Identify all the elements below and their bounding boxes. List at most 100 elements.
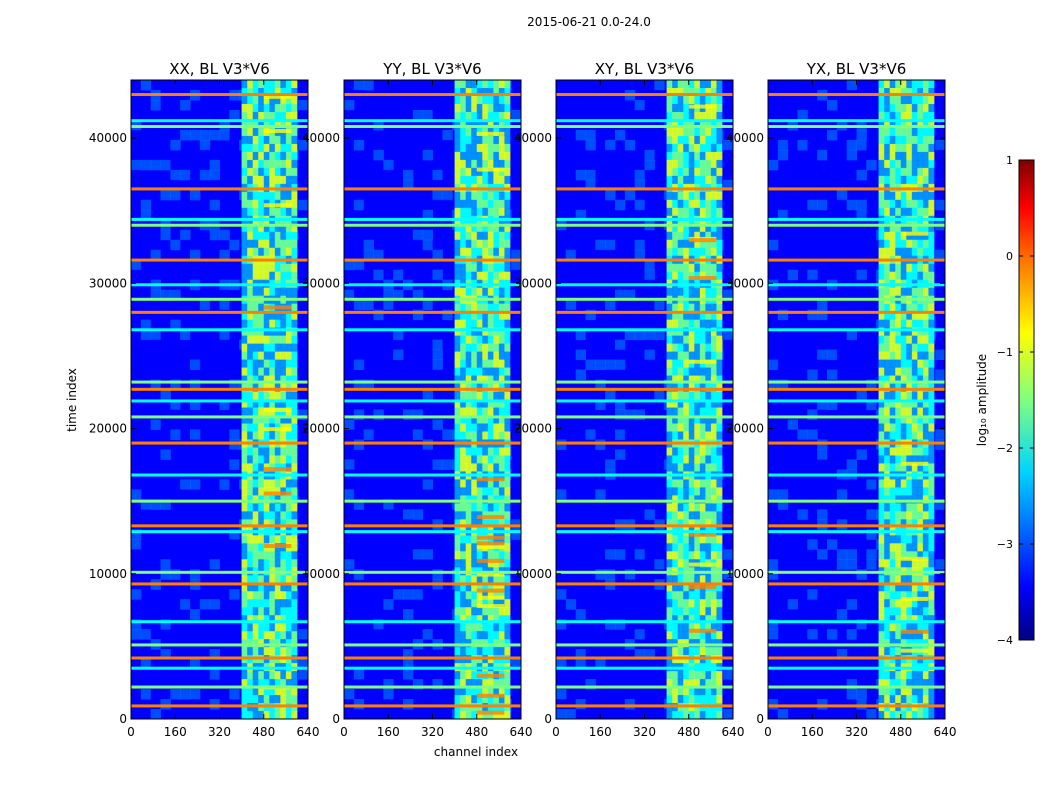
heatmap-cell <box>504 223 511 233</box>
heatmap-cell <box>487 591 494 600</box>
heatmap-cell <box>716 247 723 257</box>
heatmap-cell <box>258 551 265 560</box>
heatmap-cell <box>817 349 828 361</box>
heatmap-cell <box>688 191 695 201</box>
heatmap-cell <box>252 167 259 177</box>
heatmap-cell <box>710 207 717 217</box>
heatmap-cell <box>699 127 706 137</box>
heatmap-cell <box>291 287 298 297</box>
heatmap-cell <box>511 169 521 181</box>
heatmap-cell <box>493 87 500 97</box>
heatmap-cell <box>710 335 717 345</box>
heatmap-cell <box>716 119 723 129</box>
heatmap-cell <box>683 319 690 329</box>
heatmap-cell <box>422 459 433 470</box>
heatmap-cell <box>917 223 924 233</box>
heatmap-cell <box>209 80 220 91</box>
heatmap-cell <box>716 263 723 273</box>
heatmap-cell <box>677 559 684 568</box>
heatmap-cell <box>252 495 259 504</box>
heatmap-cell <box>131 619 142 630</box>
heatmap-cell <box>666 519 673 528</box>
heatmap-cell <box>797 659 808 670</box>
heatmap-cell <box>836 669 848 680</box>
heatmap-cell <box>280 271 287 281</box>
heatmap-cell <box>274 87 281 97</box>
heatmap-cell <box>460 447 467 456</box>
heatmap-cell <box>556 609 567 620</box>
heatmap-cell <box>487 583 494 592</box>
heatmap-cell <box>683 311 690 321</box>
heatmap-cell <box>827 559 838 570</box>
heatmap-cell <box>460 455 467 464</box>
heatmap-cell <box>131 669 142 680</box>
heatmap-cell <box>504 399 511 408</box>
heatmap-cell <box>644 239 655 251</box>
heatmap-cell <box>575 489 586 500</box>
heatmap-cell <box>935 379 945 391</box>
heatmap-cell <box>476 303 483 313</box>
heatmap-cell <box>269 591 276 600</box>
heatmap-cell <box>150 479 161 490</box>
heatmap-cell <box>917 87 924 97</box>
x-tick-label: 320 <box>633 725 656 739</box>
flagged-row <box>131 656 308 660</box>
heatmap-cell <box>150 689 161 700</box>
heatmap-cell <box>688 343 695 353</box>
heatmap-cell <box>716 303 723 313</box>
heatmap-cell <box>683 631 690 640</box>
heatmap-cell <box>683 119 690 129</box>
heatmap-cell <box>699 431 706 440</box>
heatmap-cell <box>180 169 191 181</box>
heatmap-cell <box>482 119 489 129</box>
heatmap-cell <box>895 175 902 185</box>
heatmap-cell <box>263 447 270 456</box>
heatmap-cell <box>705 543 712 552</box>
heatmap-cell <box>274 391 281 400</box>
heatmap-cell <box>889 271 896 281</box>
heatmap-cell <box>150 629 161 640</box>
heatmap-cell <box>797 189 808 201</box>
heatmap-cell <box>699 687 706 696</box>
heatmap-cell <box>344 559 355 570</box>
heatmap-cell <box>688 519 695 528</box>
heatmap-cell <box>565 179 577 191</box>
heatmap-cell <box>906 239 913 249</box>
heatmap-cell <box>131 489 142 500</box>
heatmap-cell <box>229 369 240 381</box>
heatmap-cell <box>688 239 695 249</box>
heatmap-cell <box>866 479 877 490</box>
heatmap-cell <box>460 303 467 313</box>
heatmap-cell <box>422 329 433 341</box>
heatmap-cell <box>263 559 270 568</box>
heatmap-cell <box>219 299 230 311</box>
heatmap-cell <box>263 95 270 105</box>
heatmap-cell <box>846 379 857 391</box>
heatmap-cell <box>672 455 679 464</box>
heatmap-cell <box>777 659 789 670</box>
heatmap-cell <box>482 319 489 329</box>
heatmap-cell <box>666 615 673 624</box>
heatmap-cell <box>258 343 265 353</box>
heatmap-cell <box>710 127 717 137</box>
heatmap-cell <box>694 159 701 169</box>
heatmap-cell <box>363 80 374 91</box>
heatmap-cell <box>699 359 706 369</box>
heatmap-cell <box>247 583 254 592</box>
heatmap-cell <box>170 80 181 91</box>
heatmap-cell <box>504 351 511 361</box>
heatmap-cell <box>460 87 467 97</box>
heatmap-cell <box>699 639 706 648</box>
heatmap-cell <box>344 689 355 700</box>
heatmap-cell <box>672 615 679 624</box>
heatmap-cell <box>595 129 606 141</box>
heatmap-cell <box>363 459 374 470</box>
heatmap-cell <box>900 143 907 153</box>
heatmap-cell <box>699 367 706 377</box>
heatmap-cell <box>298 289 308 301</box>
heatmap-cell <box>493 367 500 377</box>
heatmap-cell <box>688 247 695 257</box>
heatmap-cell <box>471 223 478 233</box>
heatmap-cell <box>705 695 712 704</box>
heatmap-cell <box>476 615 483 624</box>
